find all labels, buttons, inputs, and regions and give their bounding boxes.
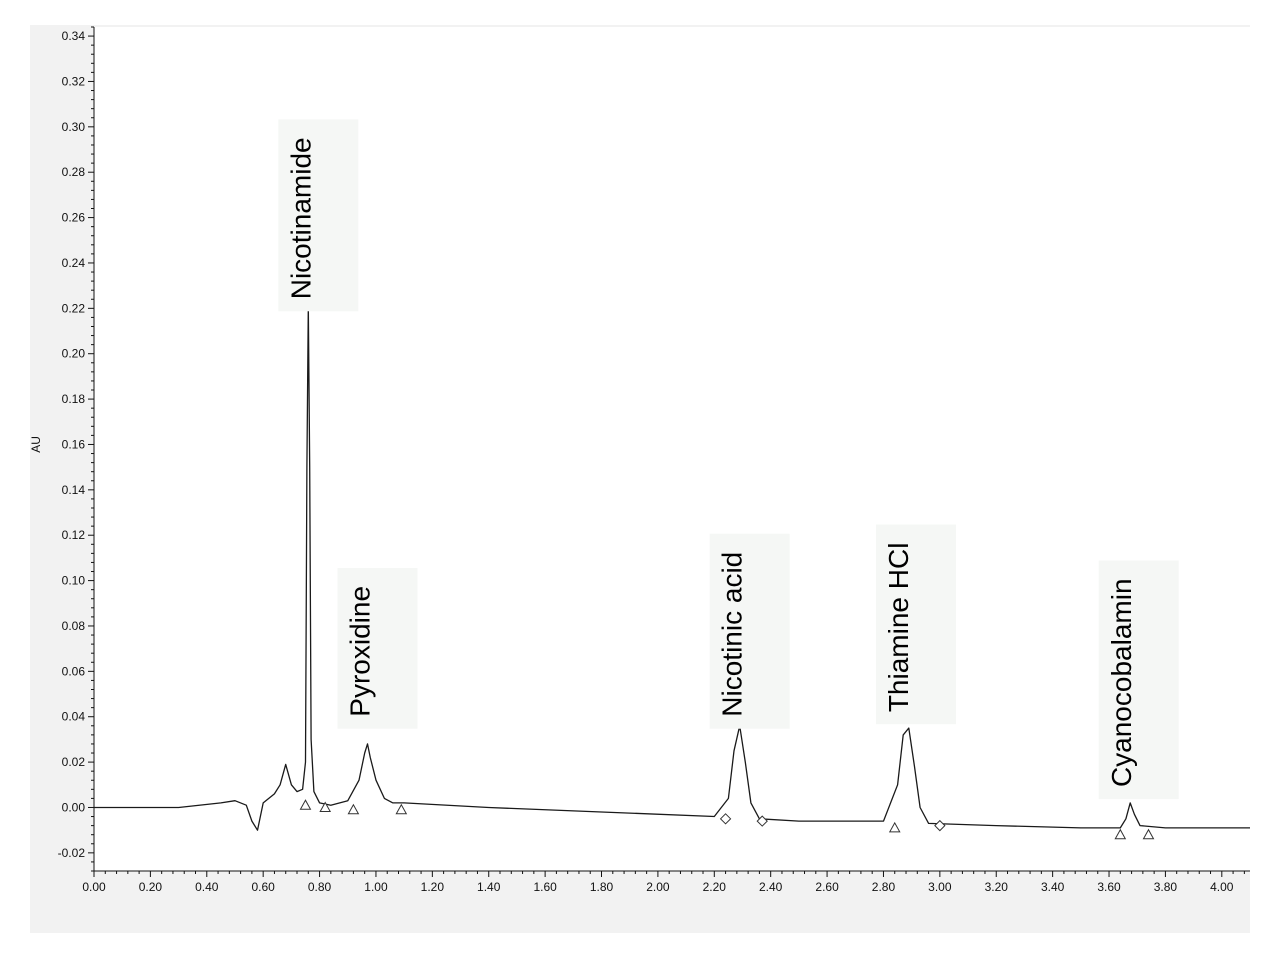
triangle-marker — [1114, 828, 1127, 840]
peak-labels: Nicotinamide Pyroxidine Nicotinic acid Thia… — [278, 119, 1179, 800]
chromatogram-trace — [94, 305, 1250, 831]
peak-label-box — [337, 567, 418, 729]
x-tick-label: 0.40 — [195, 880, 219, 894]
y-tick-label: 0.00 — [62, 800, 86, 814]
peak-label-box — [709, 533, 790, 729]
y-tick-label: 0.26 — [62, 211, 86, 225]
x-tick-label: 1.40 — [477, 880, 501, 894]
triangle-marker — [888, 821, 901, 833]
x-tick-label: 0.20 — [139, 880, 163, 894]
x-tick-label: 1.20 — [421, 880, 445, 894]
x-tick-label: 3.20 — [985, 880, 1009, 894]
plot-background — [94, 27, 1250, 871]
peak-label: Cyanocobalamin — [1106, 578, 1137, 787]
x-tick-label: 3.80 — [1154, 880, 1178, 894]
peak-label-box — [1098, 560, 1179, 800]
diamond-marker — [756, 815, 768, 827]
x-tick-label: 3.40 — [1041, 880, 1065, 894]
x-tick-label: 1.60 — [533, 880, 557, 894]
y-tick-label: 0.02 — [62, 755, 86, 769]
y-tick-label: 0.18 — [62, 392, 86, 406]
x-tick-label: 0.80 — [308, 880, 332, 894]
peak-label-box — [876, 524, 957, 725]
peak-label-box — [278, 119, 359, 312]
peak-label-group: Pyroxidine — [337, 567, 418, 729]
y-tick-label: 0.34 — [62, 29, 86, 43]
y-tick-label: 0.14 — [62, 483, 86, 497]
peak-label-group: Cyanocobalamin — [1098, 560, 1179, 800]
peak-label: Thiamine HCl — [883, 543, 914, 713]
triangle-marker — [395, 803, 408, 815]
peak-label: Nicotinic acid — [717, 552, 748, 717]
peak-label-group: Thiamine HCl — [876, 524, 957, 725]
x-tick-label: 2.00 — [646, 880, 670, 894]
x-tick-label: 0.00 — [82, 880, 106, 894]
x-tick-label: 3.00 — [928, 880, 952, 894]
triangle-marker — [319, 801, 332, 812]
peak-label-group: Nicotinamide — [278, 119, 359, 312]
y-tick-label: 0.16 — [62, 437, 86, 451]
plot-area — [94, 27, 1250, 871]
peak-label: Pyroxidine — [344, 586, 375, 717]
diamond-marker — [719, 813, 732, 825]
x-tick-label: 2.80 — [872, 880, 896, 894]
x-tick-label: 2.60 — [815, 880, 839, 894]
x-tick-label: 2.20 — [703, 880, 727, 894]
peak-label-group: Nicotinic acid — [709, 533, 790, 729]
x-tick-label: 0.60 — [251, 880, 275, 894]
y-tick-label: 0.20 — [62, 347, 86, 361]
y-tick-label: 0.22 — [62, 301, 86, 315]
x-tick-label: 3.60 — [1097, 880, 1121, 894]
axes: 0.00 0.20 0.40 0.60 0.80 1.00 1.20 1.40 1.60 1.80… — [58, 26, 1250, 894]
triangle-marker — [299, 799, 312, 810]
triangle-marker — [1142, 828, 1155, 840]
triangle-marker — [347, 803, 360, 815]
integration-markers — [299, 799, 1155, 840]
diamond-marker — [934, 819, 946, 832]
chart-frame: 0.00 0.20 0.40 0.60 0.80 1.00 1.20 1.40 1.60 1.80… — [30, 25, 1250, 933]
series-layer — [94, 305, 1250, 831]
y-tick-label: 0.04 — [62, 710, 86, 724]
y-tick-label: 0.28 — [62, 165, 86, 179]
y-tick-label: 0.06 — [62, 664, 86, 678]
y-tick-label: 0.30 — [62, 120, 86, 134]
x-tick-label: 1.00 — [364, 880, 388, 894]
y-tick-label: 0.10 — [62, 574, 86, 588]
chromatogram-chart: 0.00 0.20 0.40 0.60 0.80 1.00 1.20 1.40 1.60 1.80… — [30, 26, 1250, 894]
peak-label: Nicotinamide — [285, 137, 316, 299]
x-tick-label: 2.40 — [759, 880, 783, 894]
x-tick-label: 4.00 — [1210, 880, 1234, 894]
y-tick-label: 0.08 — [62, 619, 86, 633]
y-tick-label: 0.12 — [62, 528, 86, 542]
x-tick-label: 1.80 — [590, 880, 614, 894]
y-tick-label: 0.32 — [62, 74, 86, 88]
y-tick-label: -0.02 — [58, 846, 86, 860]
y-tick-label: 0.24 — [62, 256, 86, 270]
y-axis-title: AU — [30, 436, 43, 453]
